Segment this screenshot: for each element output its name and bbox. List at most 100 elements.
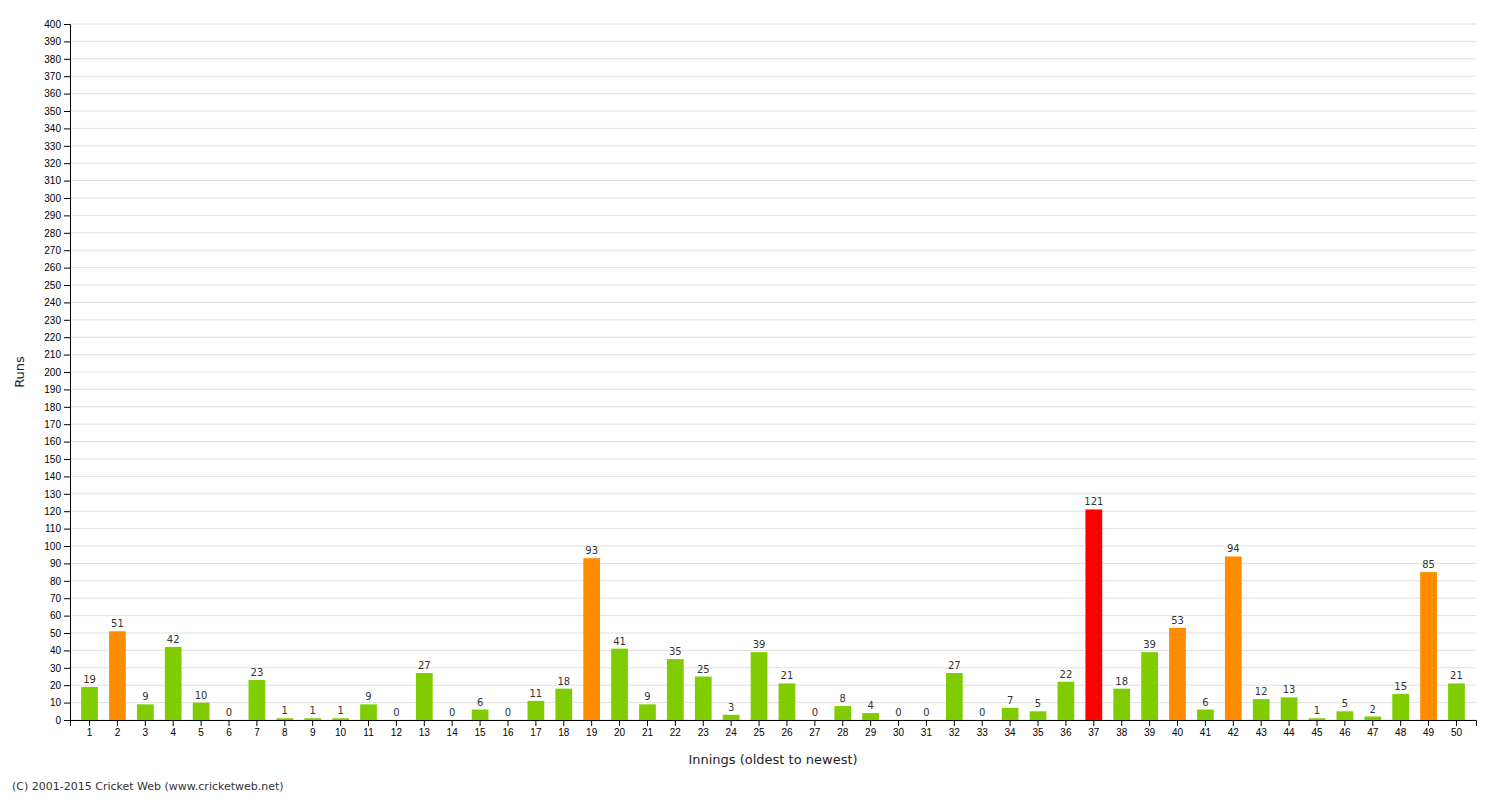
y-tick: 20 — [50, 680, 70, 691]
bar — [834, 706, 851, 720]
x-tick: 43 — [1256, 720, 1268, 738]
y-tick-label: 340 — [44, 123, 61, 134]
y-tick: 220 — [44, 332, 70, 343]
y-tick: 40 — [50, 645, 70, 656]
x-tick-mark — [284, 720, 285, 726]
x-tick-mark — [1372, 720, 1373, 726]
x-tick: 1 — [87, 720, 93, 738]
x-tick-label: 29 — [865, 727, 877, 738]
x-tick-label: 11 — [363, 727, 374, 738]
grid-line — [70, 319, 1476, 320]
y-tick: 70 — [50, 593, 70, 604]
y-tick: 110 — [45, 523, 70, 534]
bar — [1309, 718, 1326, 720]
x-tick-label: 1 — [87, 727, 93, 738]
data-label: 25 — [697, 664, 710, 675]
x-tick-mark — [1205, 720, 1206, 726]
x-tick-mark — [842, 720, 843, 726]
y-tick: 260 — [44, 262, 70, 273]
x-tick-label: 32 — [949, 727, 961, 738]
x-tick: 29 — [865, 720, 877, 738]
y-tick-label: 50 — [50, 628, 62, 639]
x-tick: 46 — [1339, 720, 1351, 738]
y-tick: 0 — [55, 715, 70, 726]
x-tick: 31 — [921, 720, 933, 738]
bar — [472, 710, 489, 720]
bar — [360, 704, 377, 720]
grid-line — [70, 615, 1476, 616]
data-label: 6 — [477, 697, 483, 708]
y-tick-mark — [64, 633, 70, 634]
bar — [500, 720, 517, 721]
y-tick-label: 210 — [44, 349, 61, 360]
grid-line — [70, 302, 1476, 303]
y-tick-mark — [64, 424, 70, 425]
x-tick-label: 41 — [1200, 727, 1212, 738]
y-tick-mark — [64, 511, 70, 512]
bar — [221, 720, 238, 721]
x-tick-label: 22 — [670, 727, 682, 738]
x-tick-label: 44 — [1284, 727, 1296, 738]
x-tick-mark — [1010, 720, 1011, 726]
x-tick-mark — [229, 720, 230, 726]
data-label: 53 — [1171, 615, 1184, 626]
x-tick: 8 — [282, 720, 288, 738]
y-tick-label: 270 — [44, 245, 61, 256]
grid-line — [70, 546, 1476, 547]
x-tick-mark — [926, 720, 927, 726]
data-label: 7 — [1007, 695, 1013, 706]
y-tick-mark — [64, 198, 70, 199]
data-label: 19 — [83, 674, 96, 685]
x-tick: 15 — [475, 720, 487, 738]
bar — [695, 677, 712, 721]
grid-line — [70, 93, 1476, 94]
data-label: 15 — [1394, 681, 1407, 692]
grid-line — [70, 285, 1476, 286]
x-tick-label: 26 — [781, 727, 793, 738]
x-tick-label: 42 — [1228, 727, 1240, 738]
bar — [583, 558, 600, 720]
grid-line — [70, 76, 1476, 77]
data-label: 0 — [449, 707, 455, 718]
x-tick: 19 — [586, 720, 598, 738]
y-tick-mark — [64, 146, 70, 147]
x-tick-label: 47 — [1367, 727, 1379, 738]
grid-line — [70, 598, 1476, 599]
x-tick: 25 — [753, 720, 765, 738]
x-tick: 10 — [335, 720, 347, 738]
grid-line — [70, 563, 1476, 564]
footer: (C) 2001-2015 Cricket Web (www.cricketwe… — [12, 780, 284, 793]
y-tick: 290 — [44, 210, 70, 221]
data-label: 9 — [644, 691, 650, 702]
bar — [751, 652, 768, 720]
x-tick-label: 24 — [726, 727, 738, 738]
y-tick: 270 — [44, 245, 70, 256]
y-tick-label: 0 — [55, 715, 61, 726]
x-tick: 44 — [1284, 720, 1296, 738]
x-tick-mark — [814, 720, 815, 726]
y-tick-mark — [64, 41, 70, 42]
bar — [1002, 708, 1019, 720]
data-label: 18 — [557, 676, 570, 687]
grid-line — [70, 198, 1476, 199]
data-label: 39 — [753, 639, 766, 650]
x-tick-mark — [954, 720, 955, 726]
y-tick-mark — [64, 442, 70, 443]
y-axis-line — [64, 25, 71, 721]
y-tick: 50 — [50, 628, 70, 639]
y-tick-mark — [64, 337, 70, 338]
y-tick-mark — [64, 494, 70, 495]
y-tick-mark — [64, 616, 70, 617]
x-tick: 5 — [198, 720, 204, 738]
x-tick: 27 — [809, 720, 821, 738]
x-axis-title: Innings (oldest to newest) — [688, 752, 857, 767]
x-tick-label: 27 — [809, 727, 821, 738]
x-tick-mark — [507, 720, 508, 726]
bar — [1392, 694, 1409, 720]
x-tick-label: 13 — [419, 727, 431, 738]
y-tick-mark — [64, 250, 70, 251]
y-tick: 380 — [44, 54, 70, 65]
x-tick: 39 — [1144, 720, 1156, 738]
grid-line — [70, 633, 1476, 634]
bar — [723, 715, 740, 720]
